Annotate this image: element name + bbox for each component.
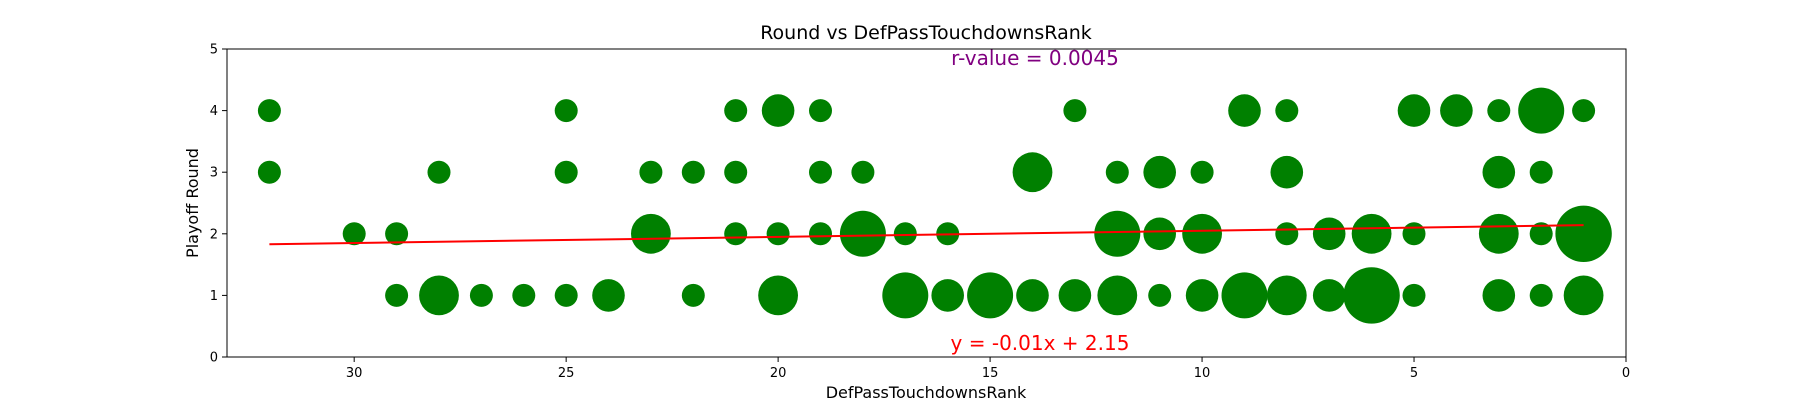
y-tick-label: 2 [210,227,218,242]
data-point [1343,267,1400,324]
data-point [1529,160,1553,184]
data-point [1529,222,1553,246]
data-point [639,160,663,184]
data-point [809,160,832,184]
data-point [1221,272,1268,319]
data-point [1402,283,1426,307]
data-point [681,160,705,184]
data-point [419,275,459,316]
data-point [1063,99,1087,123]
data-point [554,283,578,307]
data-point [1094,210,1141,257]
x-axis: 30 25 20 15 10 5 0 [346,357,1630,381]
data-point [1105,160,1129,184]
data-point [385,222,409,246]
data-point [257,99,281,123]
data-point [1572,99,1596,123]
data-point [1275,222,1299,246]
data-point [809,222,832,246]
data-point [851,160,875,184]
data-point [724,160,748,184]
data-point [1482,155,1516,189]
data-point [1402,222,1426,246]
data-point [1143,217,1176,251]
data-point [554,160,578,184]
y-axis-label: Playoff Round [183,148,202,258]
data-point [839,210,886,257]
data-point [724,99,748,123]
points-layer [257,87,1612,324]
data-point [1529,283,1553,307]
data-point [967,272,1014,319]
data-point [1555,205,1612,262]
data-point [512,283,536,307]
data-point [1097,275,1138,316]
regression-line [269,224,1584,246]
x-tick-label: 0 [1622,366,1630,381]
data-point [1563,275,1604,316]
x-tick-label: 30 [346,366,363,381]
data-point [1487,99,1511,123]
data-point [592,279,625,312]
data-point [724,222,748,246]
data-point [1270,155,1304,189]
data-point [1228,94,1261,127]
data-point [1143,155,1176,189]
data-point [1185,279,1219,312]
data-point [882,272,929,319]
y-axis: 0 1 2 3 4 5 [210,43,227,366]
chart-title: Round vs DefPassTouchdownsRank [760,22,1092,44]
y-tick-label: 1 [210,289,218,304]
data-point [1266,275,1307,316]
data-point [554,99,578,123]
data-point [1478,213,1519,254]
data-point [893,222,917,246]
data-point [761,94,795,127]
data-point [631,213,671,254]
data-point [342,222,366,246]
data-point [809,99,832,123]
x-tick-label: 5 [1410,366,1418,381]
fit-equation-annotation: y = -0.01x + 2.15 [951,331,1130,355]
data-point [257,160,281,184]
x-tick-label: 20 [770,366,787,381]
y-tick-label: 4 [210,104,218,119]
data-point [1148,283,1172,307]
data-point [758,275,798,316]
data-point [385,283,409,307]
data-point [427,160,451,184]
data-point [1440,94,1473,127]
plot-frame [226,48,1627,358]
y-tick-label: 5 [210,43,218,58]
data-point [1397,94,1431,127]
data-point [1016,279,1049,312]
data-point [1312,279,1346,312]
y-tick-label: 0 [210,351,218,366]
data-point [766,222,790,246]
data-point [469,283,493,307]
x-tick-label: 15 [982,366,999,381]
x-tick-label: 25 [558,366,575,381]
data-point [1275,99,1299,123]
data-point [1012,152,1053,193]
y-tick-label: 3 [210,166,218,181]
data-point [1482,279,1516,312]
r-value-annotation: r-value = 0.0045 [951,46,1119,70]
data-point [681,283,705,307]
fit-layer [269,224,1584,246]
x-tick-label: 10 [1194,366,1211,381]
data-point [931,279,964,312]
data-point [1518,87,1565,134]
data-point [1351,213,1392,254]
data-point [1058,279,1092,312]
data-point [1312,217,1346,251]
data-point [1182,213,1222,254]
data-point [1190,160,1214,184]
x-axis-label: DefPassTouchdownsRank [826,383,1027,400]
